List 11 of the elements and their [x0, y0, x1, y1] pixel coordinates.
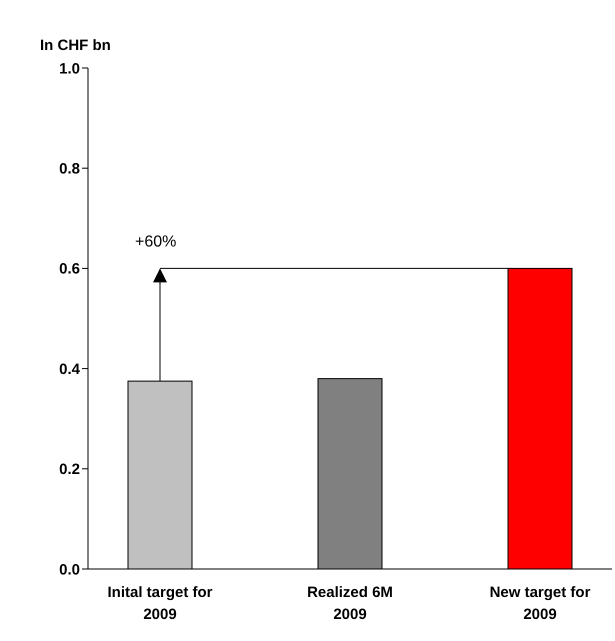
x-tick-label: New target for 2009 — [490, 584, 591, 623]
x-tick-label: Realized 6M 2009 — [307, 584, 393, 623]
y-tick-label: 0.2 — [59, 461, 80, 478]
x-tick-label: Inital target for 2009 — [107, 584, 213, 623]
y-tick-label: 0.6 — [59, 260, 80, 278]
y-tick-label: 0.8 — [59, 160, 80, 178]
y-tick-label: 0.4 — [59, 360, 81, 378]
y-tick-label: 0.0 — [59, 561, 80, 578]
y-tick-label: 1.0 — [59, 60, 80, 78]
y-axis-title: In CHF bn — [40, 37, 111, 54]
annotation: +60% — [135, 233, 176, 250]
